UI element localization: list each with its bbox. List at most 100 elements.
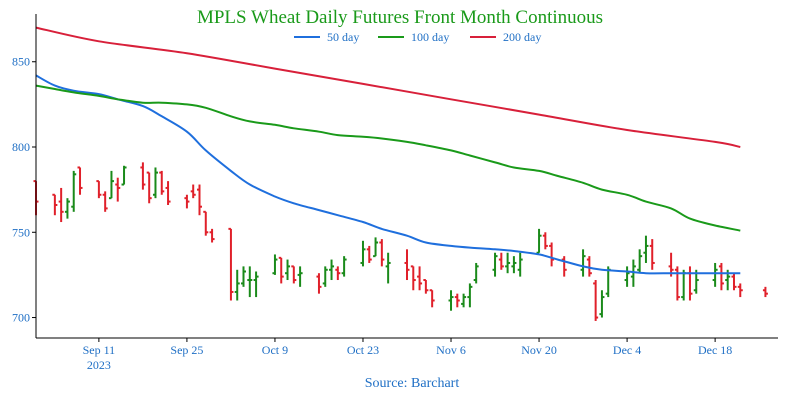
ohlc-bar <box>737 283 743 298</box>
ohlc-bar <box>322 266 328 287</box>
x-tick-label: Oct 9 <box>262 343 288 357</box>
legend: 50 day 100 day 200 day <box>294 30 541 44</box>
ohlc-bar <box>366 245 372 263</box>
series-50-day-line <box>35 74 741 275</box>
ohlc-bar <box>505 252 511 274</box>
x-tick-label: Dec 4 <box>613 343 641 357</box>
series-200-day-line <box>35 26 741 148</box>
x-tick-label: Sep 25 <box>170 343 203 357</box>
ohlc-bar <box>561 256 567 277</box>
ohlc-bar <box>196 184 202 216</box>
ohlc-bar <box>593 280 599 321</box>
legend-200-day: 200 day <box>470 30 541 44</box>
ohlc-bar <box>71 170 77 212</box>
ohlc-bar <box>272 254 278 275</box>
ohlc-bar <box>64 198 70 219</box>
ohlc-bar <box>102 191 108 212</box>
ohlc-bar <box>681 269 687 301</box>
x-tick-label: Nov 6 <box>436 343 466 357</box>
ohlc-bar <box>316 273 322 294</box>
ohlc-bar <box>146 171 152 204</box>
ohlc-bar <box>184 194 190 209</box>
x-tick-label: Sep 11 <box>83 343 116 357</box>
ohlc-bar <box>429 289 435 308</box>
legend-label: 50 day <box>327 30 359 44</box>
ohlc-bar <box>649 239 655 270</box>
ohlc-bar <box>417 266 423 291</box>
ohlc-bar <box>586 256 592 277</box>
ohlc-bar <box>341 256 347 277</box>
ohlc-bar <box>718 262 724 291</box>
legend-50-day: 50 day <box>294 30 359 44</box>
ohlc-bar <box>549 242 555 267</box>
ohlc-bar <box>115 177 121 202</box>
ohlc-bar <box>410 265 416 291</box>
ohlc-bar <box>454 293 460 308</box>
ohlc-bar <box>517 252 523 277</box>
ohlc-bar <box>96 180 102 199</box>
plot-area <box>33 26 768 321</box>
ohlc-bar <box>674 266 680 301</box>
ohlc-bar <box>385 252 391 284</box>
ohlc-bar <box>329 259 335 281</box>
x-tick-label: Dec 18 <box>698 343 732 357</box>
ohlc-bar <box>77 166 83 195</box>
ohlc-bar <box>360 240 366 267</box>
ohlc-bar <box>234 269 240 301</box>
series-100-day-line <box>35 84 741 232</box>
ohlc-bar <box>536 228 542 254</box>
ohlc-bar <box>209 228 215 243</box>
ohlc-bar <box>297 266 303 287</box>
ohlc-bar <box>404 249 410 281</box>
ohlc-bar <box>448 290 454 311</box>
legend-label: 200 day <box>503 30 541 44</box>
ohlc-bar <box>643 235 649 263</box>
ohlc-bar <box>285 259 291 281</box>
ohlc-bar <box>190 184 196 199</box>
ohlc-bar <box>511 256 517 274</box>
ohlc-bar <box>291 265 297 284</box>
ohlc-bar <box>121 165 127 186</box>
ohlc-bar <box>247 266 253 298</box>
legend-100-day: 100 day <box>378 30 449 44</box>
ohlc-bar <box>687 266 693 301</box>
x-tick-label: Nov 20 <box>521 343 557 357</box>
ohlc-bar <box>52 193 58 216</box>
ohlc-bar <box>278 256 284 284</box>
ohlc-bar <box>58 187 64 223</box>
ohlc-bar <box>140 162 146 190</box>
ohlc-bar <box>228 227 234 301</box>
ohlc-bar <box>599 290 605 318</box>
ohlc-bar <box>373 237 379 258</box>
ohlc-bar <box>108 170 114 200</box>
ohlc-bar <box>152 167 158 199</box>
ohlc-bar <box>580 249 586 277</box>
legend-label: 100 day <box>411 30 449 44</box>
ohlc-bar <box>473 262 479 284</box>
ohlc-bar <box>542 232 548 250</box>
ohlc-bar <box>637 249 643 274</box>
chart-title: MPLS Wheat Daily Futures Front Month Con… <box>197 7 603 28</box>
y-tick-label: 800 <box>12 140 30 154</box>
x-tick-sublabel: 2023 <box>87 358 111 372</box>
ohlc-bar <box>423 279 429 294</box>
ohlc-bar <box>498 252 504 270</box>
ohlc-bar <box>379 239 385 267</box>
ohlc-bar <box>253 271 259 298</box>
ohlc-bar <box>467 283 473 308</box>
ohlc-bar <box>461 293 467 308</box>
chart-source: Source: Barchart <box>365 376 460 391</box>
ohlc-bar <box>624 266 630 287</box>
ohlc-bar <box>712 262 718 287</box>
ohlc-bar <box>165 181 171 205</box>
ohlc-bar <box>492 252 498 277</box>
ohlc-bar <box>335 266 341 281</box>
y-tick-label: 700 <box>12 311 30 325</box>
ohlc-bar <box>762 286 768 298</box>
y-tick-label: 750 <box>12 225 30 239</box>
y-tick-label: 850 <box>12 55 30 69</box>
ohlc-bar <box>159 170 165 195</box>
